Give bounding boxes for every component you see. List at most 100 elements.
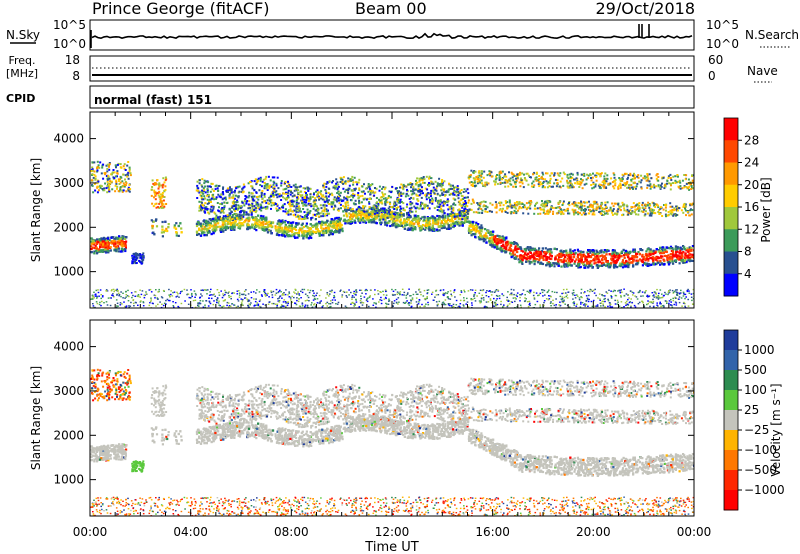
power-cell [125,290,127,293]
power-cell [336,224,339,227]
power-cell [107,242,110,245]
power-cell [630,306,632,308]
power-cell [440,226,443,230]
power-cell [260,214,263,218]
power-cell [557,258,560,261]
power-cell [189,297,192,299]
power-cell [160,296,163,298]
power-cell [454,296,456,298]
power-cell [688,290,690,292]
power-cell [612,254,615,257]
power-cell [589,290,591,293]
power-cell [113,296,115,298]
power-cell [110,236,113,239]
power-cell [561,253,564,256]
power-cell [96,241,100,244]
power-cell [586,251,589,254]
power-cell [112,241,115,244]
power-cell [233,224,236,227]
power-cell [654,263,657,266]
power-cell [533,297,536,299]
power-cell [306,306,309,308]
power-cell [334,217,337,220]
power-cell [397,303,399,305]
power-cell [621,306,623,308]
power-cell [248,300,251,302]
power-cell [528,250,531,253]
power-cell [646,254,649,257]
power-cell [264,222,267,225]
power-cell [222,293,224,295]
power-cell [201,224,204,228]
power-cell [410,306,413,308]
power-cell [207,305,210,307]
power-cell [533,298,536,300]
power-cell [443,294,445,297]
power-cell [380,291,382,293]
power-cell [308,229,311,232]
power-cell [601,254,604,257]
power-cell [218,300,220,302]
power-cell [646,303,648,306]
power-cell [385,222,388,225]
power-cell [253,227,256,230]
power-cell [287,294,289,296]
power-cell [676,289,678,291]
power-cell [507,304,509,307]
power-cell [612,249,615,252]
power-cell [296,293,299,295]
power-cell [512,249,515,252]
power-cell [680,247,683,250]
power-cell [537,261,540,264]
power-cell [96,238,99,241]
power-cell [90,251,93,254]
power-cell [408,288,410,290]
power-cell [225,227,229,230]
power-cell [119,237,122,240]
power-cell [362,212,365,215]
power-cell [455,299,458,302]
power-cell [682,291,685,293]
power-cell [249,304,251,306]
power-cell [126,295,129,297]
power-cell [616,303,619,305]
power-cell [444,220,448,223]
power-cell [140,300,142,302]
power-cell [449,304,451,307]
power-cell [299,228,302,231]
power-cell [353,303,356,305]
power-cell [200,226,203,229]
power-cell [553,291,556,293]
power-cell [274,303,277,305]
power-cell [365,214,368,217]
power-cell [94,247,97,250]
power-cell [366,300,369,303]
power-cell [141,290,144,292]
power-cell [635,262,638,265]
power-cell [344,305,347,307]
power-cell [464,217,467,220]
power-cell [581,296,583,299]
power-cell [442,289,445,291]
power-cell [270,225,273,229]
power-cell [654,256,658,260]
power-cell [335,216,338,220]
power-cell [661,249,664,252]
power-cell [630,261,633,264]
power-cell [238,227,242,230]
power-cell [313,304,315,306]
power-cell [183,288,186,291]
power-cell [200,289,202,291]
power-cell [450,305,453,307]
power-cell [241,217,244,220]
power-cell [306,304,309,307]
power-cell [568,306,571,308]
power-cell [514,257,517,260]
power-cell [260,294,263,296]
power-cell [600,262,603,265]
power-cell [678,298,680,300]
power-cell [202,306,205,308]
power-cell [339,228,342,232]
power-cell [379,291,381,293]
power-cell [102,295,104,297]
